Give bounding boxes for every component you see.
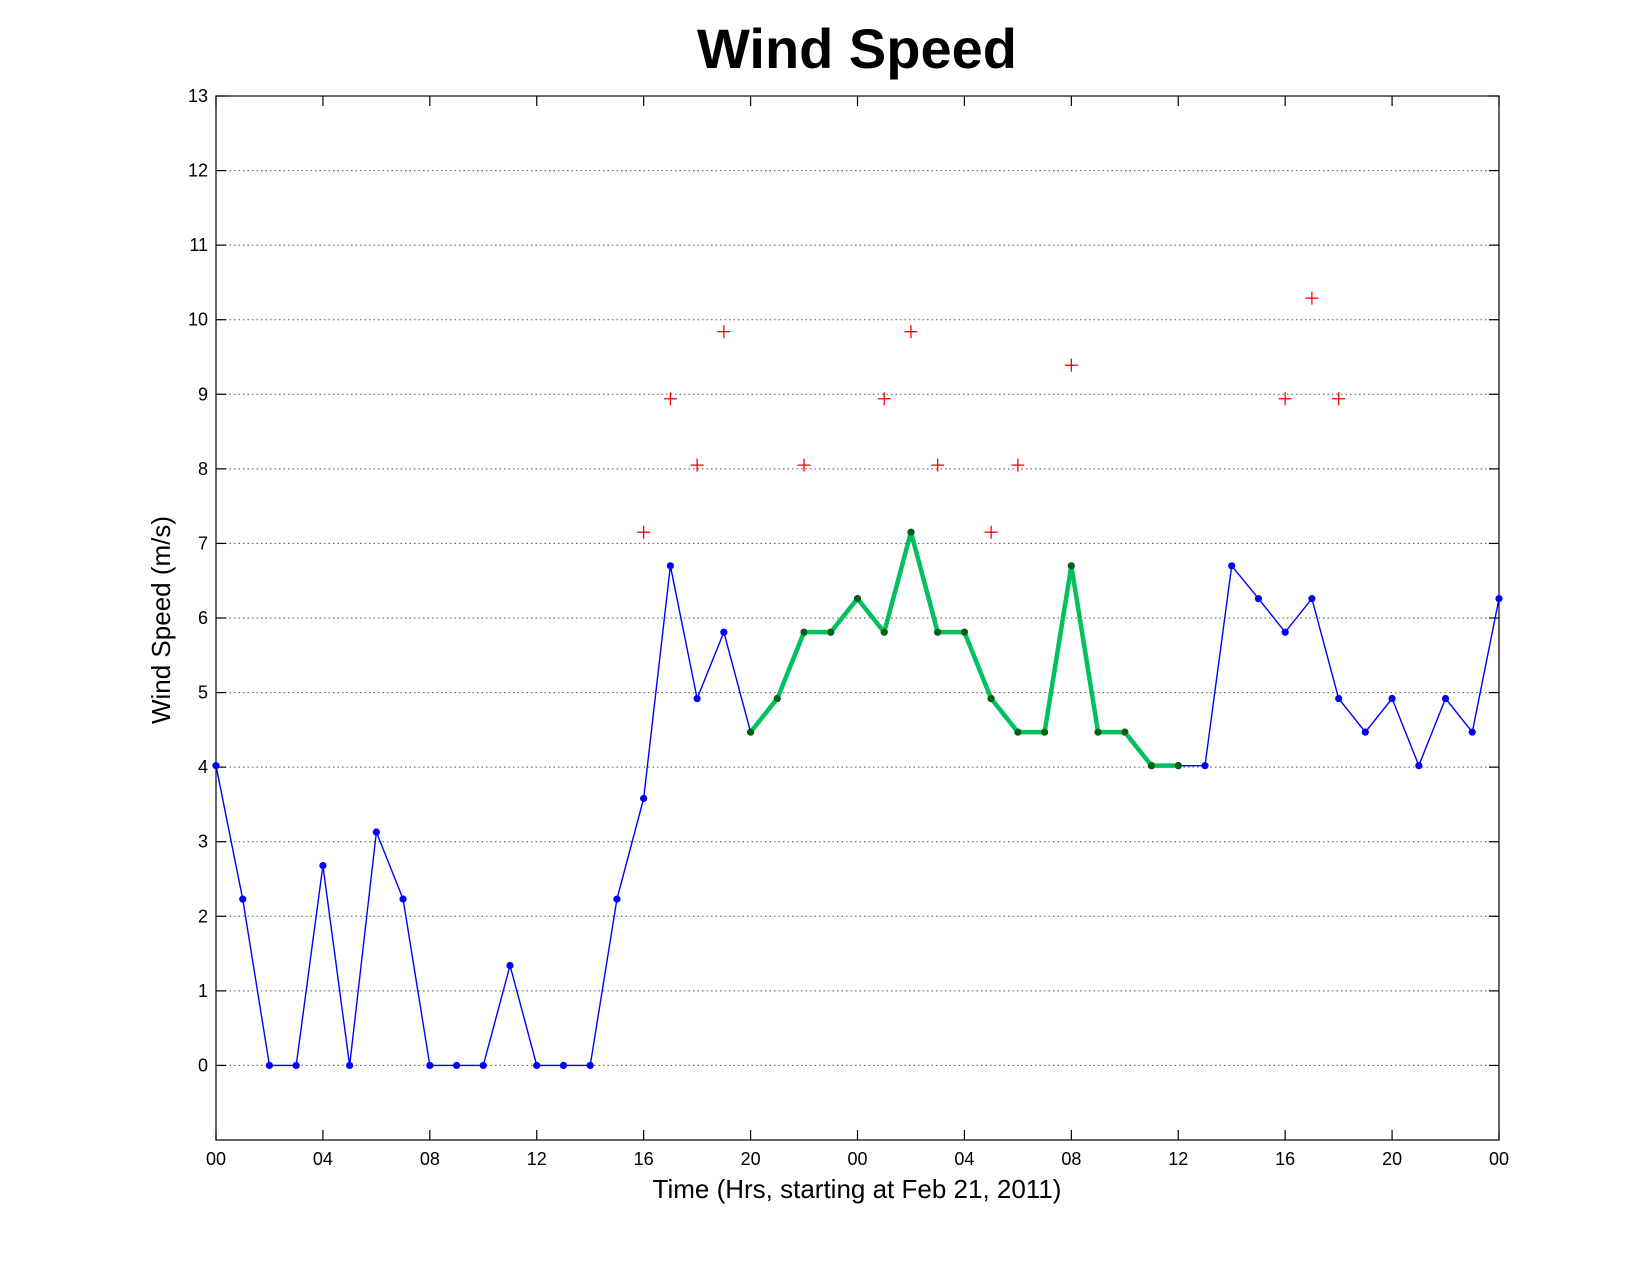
series-point-blue — [559, 1061, 568, 1070]
series-point-red-plus — [1064, 358, 1078, 372]
series-point-red-plus — [984, 525, 998, 539]
series-point-red-plus — [877, 392, 891, 406]
series-point-blue — [426, 1061, 434, 1070]
x-tick-label: 16 — [1275, 1149, 1295, 1169]
y-tick-label: 2 — [198, 906, 208, 926]
series-point-blue — [1441, 694, 1450, 703]
y-tick-label: 6 — [198, 608, 208, 628]
series-point-red-plus — [1278, 392, 1292, 406]
x-tick-label: 20 — [741, 1149, 761, 1169]
series-point-blue — [1201, 762, 1209, 770]
y-tick-label: 0 — [198, 1055, 208, 1075]
series-point-blue — [1228, 562, 1236, 570]
x-tick-label: 12 — [527, 1149, 547, 1169]
y-tick-label: 7 — [198, 533, 208, 553]
series-point-blue — [1468, 728, 1476, 736]
series-point-green — [800, 628, 808, 636]
series-point-green — [1121, 728, 1129, 736]
x-tick-label: 00 — [1489, 1149, 1509, 1169]
series-point-blue — [1335, 694, 1343, 703]
x-tick-label: 00 — [206, 1149, 226, 1169]
series-point-red-plus — [690, 458, 704, 472]
series-point-green — [961, 628, 968, 636]
x-tick-label: 08 — [420, 1149, 440, 1169]
series-point-green — [854, 595, 861, 603]
series-point-blue — [1281, 628, 1289, 636]
series-point-blue — [479, 1061, 487, 1070]
series-point-blue — [399, 895, 407, 903]
series-point-green — [987, 695, 995, 702]
series-point-green — [773, 695, 781, 702]
y-tick-label: 1 — [198, 981, 208, 1001]
series-point-blue — [1254, 595, 1263, 603]
y-axis-label: Wind Speed (m/s) — [146, 516, 176, 724]
series-point-blue — [319, 861, 327, 870]
series-point-blue — [586, 1061, 594, 1070]
series-point-blue — [1495, 595, 1503, 603]
series-point-blue — [292, 1061, 300, 1070]
series-point-blue — [1388, 694, 1396, 703]
y-tick-label: 9 — [198, 384, 208, 404]
series-point-blue — [239, 895, 247, 903]
series-point-red-plus — [1305, 291, 1319, 305]
x-tick-label: 04 — [313, 1149, 333, 1169]
series-layer — [212, 291, 1503, 1070]
series-point-red-plus — [1011, 458, 1025, 472]
series-point-red-plus — [717, 325, 731, 339]
series-point-green — [1174, 762, 1182, 770]
series-point-blue — [346, 1061, 354, 1070]
series-point-blue — [640, 794, 648, 803]
series-point-green — [880, 628, 888, 636]
series-point-blue — [452, 1061, 461, 1070]
y-tick-label: 11 — [189, 235, 208, 255]
series-point-green — [907, 528, 915, 536]
series-point-red-plus — [1332, 392, 1346, 406]
series-point-blue — [533, 1061, 541, 1070]
plot-area-frame — [215, 95, 1500, 1141]
y-tick-label: 3 — [198, 832, 208, 852]
chart-title: Wind Speed — [697, 17, 1017, 80]
series-point-blue — [212, 762, 220, 770]
series-point-red-plus — [931, 458, 945, 472]
series-point-blue — [693, 694, 701, 703]
series-point-blue — [1308, 595, 1316, 603]
series-point-green — [1148, 762, 1155, 770]
series-point-blue — [372, 828, 380, 836]
y-tick-label: 13 — [188, 86, 208, 106]
y-tick-label: 10 — [188, 310, 208, 330]
y-tick-label: 8 — [198, 459, 208, 479]
series-point-red-plus — [663, 392, 677, 406]
series-point-green — [747, 728, 754, 736]
series-point-blue — [1361, 728, 1369, 736]
y-tick-label: 12 — [188, 161, 208, 181]
x-tick-label: 16 — [634, 1149, 654, 1169]
x-axis-label: Time (Hrs, starting at Feb 21, 2011) — [653, 1174, 1062, 1204]
x-tick-label: 00 — [847, 1149, 867, 1169]
series-point-red-plus — [797, 458, 811, 472]
series-point-red-plus — [904, 325, 918, 339]
series-point-green — [827, 628, 835, 636]
series-point-green — [1067, 562, 1075, 570]
y-tick-label: 5 — [198, 683, 208, 703]
series-point-blue — [1415, 762, 1423, 770]
y-tick-label: 4 — [198, 757, 208, 777]
series-line-green — [748, 529, 1179, 768]
x-tick-label: 20 — [1382, 1149, 1402, 1169]
series-point-green — [1094, 728, 1102, 736]
series-point-green — [1014, 728, 1022, 736]
series-point-blue — [666, 562, 674, 570]
series-point-green — [934, 628, 942, 636]
series-point-red-plus — [637, 525, 651, 539]
series-point-green — [1041, 728, 1049, 736]
series-line-blue — [215, 529, 1500, 1067]
x-tick-label: 12 — [1168, 1149, 1188, 1169]
series-point-blue — [720, 628, 728, 636]
x-tick-label: 08 — [1061, 1149, 1081, 1169]
series-point-blue — [506, 961, 514, 970]
series-point-blue — [265, 1061, 274, 1070]
series-point-blue — [613, 895, 621, 903]
x-tick-label: 04 — [954, 1149, 974, 1169]
